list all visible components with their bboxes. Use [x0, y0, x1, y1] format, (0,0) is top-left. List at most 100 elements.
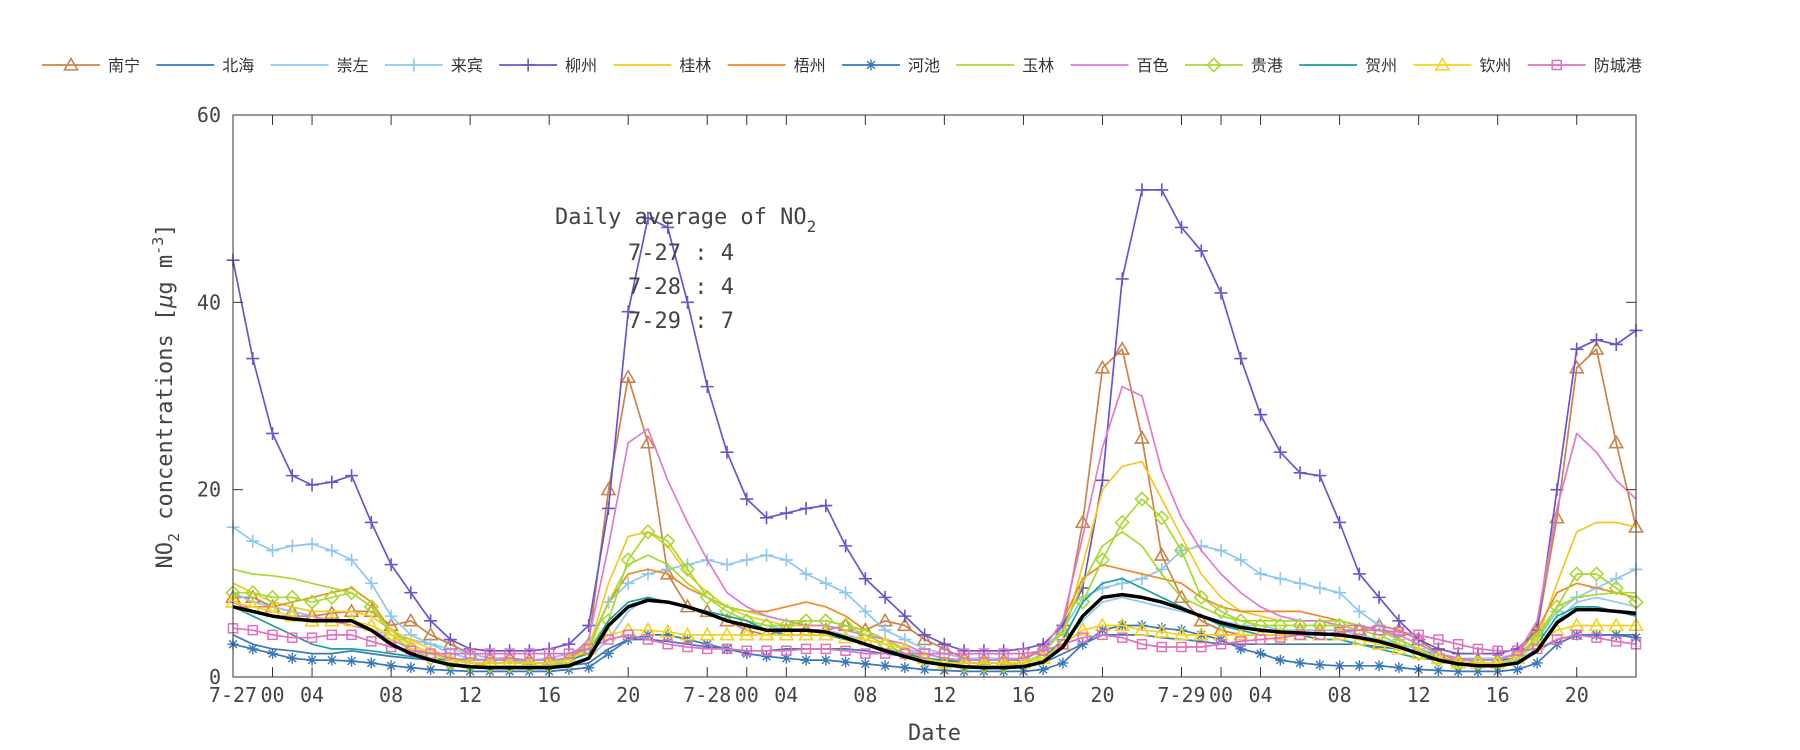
data-point [1173, 589, 1190, 604]
data-point [285, 539, 299, 553]
data-point [464, 648, 476, 659]
x-tick-label: 20 [1565, 683, 1589, 707]
data-point [799, 501, 813, 515]
data-point [1531, 657, 1543, 669]
data-point [1610, 629, 1622, 641]
x-tick-label: 08 [379, 683, 403, 707]
data-point [524, 648, 535, 659]
data-point [1352, 604, 1366, 618]
data-point [878, 623, 892, 637]
data-point [1094, 552, 1111, 568]
data-point [1116, 632, 1128, 643]
data-point [896, 617, 913, 632]
annotation-title-main: Daily average of NO [555, 205, 807, 230]
data-point [1155, 183, 1169, 197]
data-point [1571, 629, 1582, 641]
data-point [1608, 434, 1625, 449]
data-point [247, 624, 259, 636]
data-point [306, 654, 318, 666]
x-axis-label: Date [908, 721, 961, 746]
data-point [384, 558, 398, 572]
data-point [325, 544, 339, 558]
data-point [425, 648, 436, 659]
data-point [839, 586, 853, 600]
legend-item-11: 贺州 [1299, 56, 1397, 75]
y-axis-label-rest: concentrations [ [153, 308, 178, 533]
data-point [1176, 641, 1187, 653]
data-point [820, 654, 832, 666]
x-tick-label: 20 [1090, 683, 1114, 707]
data-point [445, 648, 456, 659]
data-point [1470, 654, 1486, 669]
legend-label: 百色 [1137, 56, 1169, 75]
x-tick-label: 16 [1486, 683, 1510, 707]
data-point [1272, 626, 1289, 641]
data-point [284, 608, 301, 622]
data-point [345, 469, 359, 483]
legend-label: 贺州 [1365, 56, 1397, 75]
data-point [939, 648, 950, 659]
legend-item-2: 崇左 [270, 56, 369, 75]
data-point [504, 648, 515, 659]
data-point [859, 658, 871, 670]
y-axis-label-sup: -3 [149, 237, 167, 255]
data-point [662, 629, 674, 641]
x-tick-label: 00 [1209, 683, 1233, 707]
data-point [1153, 623, 1170, 638]
data-point [1234, 352, 1248, 366]
annotation-line: 7-28 : 4 [628, 275, 734, 300]
data-point [1608, 580, 1624, 596]
plot-series [225, 183, 1644, 677]
data-point [1393, 626, 1405, 638]
y-axis-label-end: ] [153, 223, 178, 236]
y-tick-label: 0 [209, 665, 221, 689]
legend-item-12: 钦州 [1413, 56, 1511, 75]
annotation-title-sub: 2 [807, 217, 817, 236]
data-point [304, 594, 320, 610]
data-point [779, 553, 793, 567]
data-point [778, 626, 795, 641]
series-6 [233, 563, 1637, 661]
data-point [621, 305, 635, 319]
data-point [602, 648, 614, 660]
data-point [1114, 617, 1131, 632]
data-point [284, 589, 300, 606]
data-point [363, 599, 379, 615]
data-point [1114, 341, 1131, 355]
data-point [563, 648, 575, 659]
data-point [620, 552, 636, 568]
data-point [1037, 645, 1049, 657]
series-13 [227, 623, 1642, 659]
data-point [1413, 629, 1424, 641]
data-point [326, 629, 338, 641]
data-point [919, 664, 931, 676]
data-point [1215, 638, 1227, 650]
data-point [978, 648, 990, 659]
data-point [1235, 643, 1247, 655]
data-point [1334, 660, 1346, 672]
data-point [1492, 645, 1503, 657]
y-axis-label: NO2 concentrations [μg m-3] [149, 223, 183, 568]
legend-marker [1434, 56, 1451, 71]
x-tick-label: 04 [774, 683, 798, 707]
data-point [1273, 572, 1287, 586]
data-point [781, 645, 792, 657]
data-point [1393, 662, 1405, 674]
data-point [246, 352, 260, 366]
data-point [799, 567, 813, 581]
data-point [1274, 654, 1286, 666]
data-point [1589, 333, 1603, 347]
data-point [860, 648, 871, 659]
legend-item-8: 玉林 [956, 56, 1054, 75]
data-point [1293, 466, 1307, 480]
data-point [1591, 632, 1602, 643]
data-point [1254, 567, 1268, 581]
data-point [286, 652, 298, 664]
data-point [819, 499, 833, 513]
legend-marker [865, 59, 877, 71]
data-point [758, 617, 775, 634]
data-point [365, 657, 377, 669]
data-point [1531, 643, 1543, 655]
data-point [285, 469, 299, 483]
data-point [1511, 664, 1523, 676]
